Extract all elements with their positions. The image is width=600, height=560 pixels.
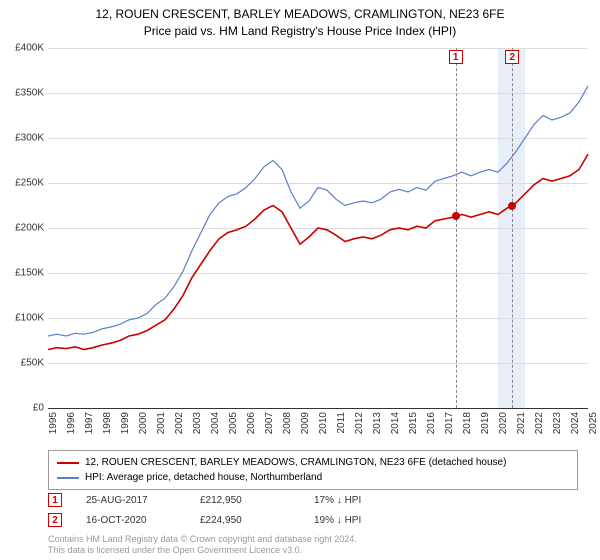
legend: 12, ROUEN CRESCENT, BARLEY MEADOWS, CRAM…	[48, 450, 578, 490]
x-tick-label: 2017	[444, 412, 455, 434]
transaction-dot	[452, 212, 460, 220]
table-row: 1 25-AUG-2017 £212,950 17% ↓ HPI	[48, 490, 578, 510]
x-tick-label: 1995	[48, 412, 59, 434]
x-tick-label: 2020	[498, 412, 509, 434]
marker-badge: 1	[449, 50, 463, 64]
x-tick-label: 2016	[426, 412, 437, 434]
transaction-date: 25-AUG-2017	[86, 495, 176, 506]
x-tick-label: 2022	[534, 412, 545, 434]
x-tick-label: 1999	[120, 412, 131, 434]
x-tick-label: 2000	[138, 412, 149, 434]
marker-badge: 2	[48, 513, 62, 527]
transaction-delta: 17% ↓ HPI	[314, 495, 404, 506]
marker-line	[512, 48, 513, 408]
series-line-hpi	[48, 86, 588, 336]
legend-swatch	[57, 462, 79, 464]
marker-line	[456, 48, 457, 408]
x-tick-label: 2025	[588, 412, 599, 434]
x-tick-label: 2018	[462, 412, 473, 434]
x-tick-label: 2019	[480, 412, 491, 434]
transaction-date: 16-OCT-2020	[86, 515, 176, 526]
transaction-price: £224,950	[200, 515, 290, 526]
x-tick-label: 2011	[336, 412, 347, 434]
x-tick-label: 2006	[246, 412, 257, 434]
x-tick-label: 1996	[66, 412, 77, 434]
marker-badge: 2	[505, 50, 519, 64]
chart-plot-area: 12	[48, 48, 588, 409]
x-tick-label: 1998	[102, 412, 113, 434]
transaction-table: 1 25-AUG-2017 £212,950 17% ↓ HPI 2 16-OC…	[48, 490, 578, 530]
table-row: 2 16-OCT-2020 £224,950 19% ↓ HPI	[48, 510, 578, 530]
chart-lines-svg	[48, 48, 588, 408]
x-tick-label: 2010	[318, 412, 329, 434]
x-tick-label: 2013	[372, 412, 383, 434]
x-tick-label: 2009	[300, 412, 311, 434]
x-tick-label: 2003	[192, 412, 203, 434]
transaction-price: £212,950	[200, 495, 290, 506]
x-tick-label: 2024	[570, 412, 581, 434]
y-tick-label: £50K	[21, 358, 44, 369]
transaction-dot	[508, 202, 516, 210]
y-tick-label: £300K	[15, 133, 44, 144]
transaction-delta: 19% ↓ HPI	[314, 515, 404, 526]
legend-label: 12, ROUEN CRESCENT, BARLEY MEADOWS, CRAM…	[85, 455, 506, 470]
x-tick-label: 2014	[390, 412, 401, 434]
x-tick-label: 2005	[228, 412, 239, 434]
y-tick-label: £250K	[15, 178, 44, 189]
y-tick-label: £100K	[15, 313, 44, 324]
x-axis: 1995 1996 1997 1998 1999 2000 2001 2002 2003 2004…	[48, 408, 588, 448]
x-tick-label: 2001	[156, 412, 167, 434]
legend-swatch	[57, 477, 79, 479]
y-tick-label: £200K	[15, 223, 44, 234]
title-line-1: 12, ROUEN CRESCENT, BARLEY MEADOWS, CRAM…	[0, 6, 600, 23]
x-tick-label: 2015	[408, 412, 419, 434]
y-tick-label: £350K	[15, 88, 44, 99]
x-tick-label: 2008	[282, 412, 293, 434]
title-line-2: Price paid vs. HM Land Registry's House …	[0, 23, 600, 40]
x-tick-label: 2021	[516, 412, 527, 434]
y-tick-label: £400K	[15, 43, 44, 54]
legend-item: HPI: Average price, detached house, Nort…	[57, 470, 569, 485]
attribution-text: Contains HM Land Registry data © Crown c…	[48, 534, 357, 556]
legend-item: 12, ROUEN CRESCENT, BARLEY MEADOWS, CRAM…	[57, 455, 569, 470]
x-tick-label: 2012	[354, 412, 365, 434]
y-tick-label: £150K	[15, 268, 44, 279]
y-tick-label: £0	[33, 403, 44, 414]
x-tick-label: 2004	[210, 412, 221, 434]
x-tick-label: 1997	[84, 412, 95, 434]
x-tick-label: 2007	[264, 412, 275, 434]
x-tick-label: 2023	[552, 412, 563, 434]
x-tick-label: 2002	[174, 412, 185, 434]
chart-title: 12, ROUEN CRESCENT, BARLEY MEADOWS, CRAM…	[0, 0, 600, 40]
marker-badge: 1	[48, 493, 62, 507]
legend-label: HPI: Average price, detached house, Nort…	[85, 470, 322, 485]
y-axis: £0£50K£100K£150K£200K£250K£300K£350K£400…	[0, 48, 48, 408]
